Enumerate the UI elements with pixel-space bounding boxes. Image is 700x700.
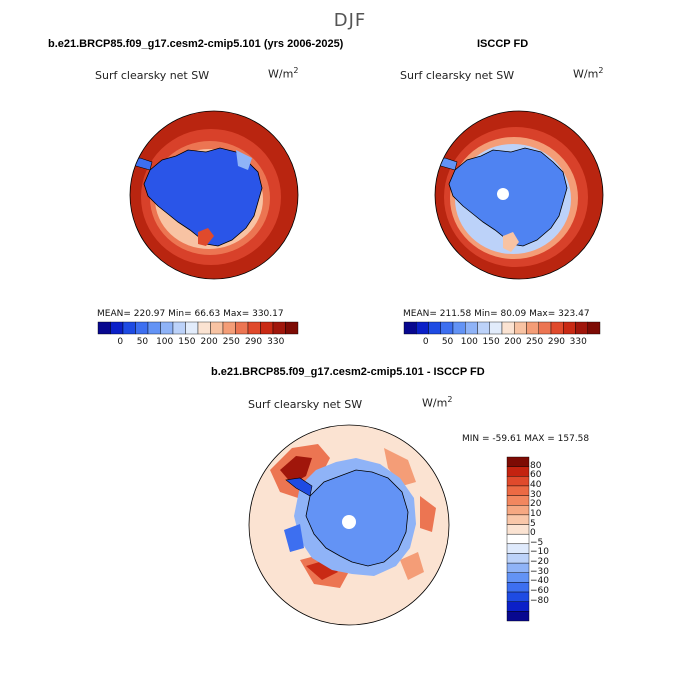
obs-colorbar-tick: 200 xyxy=(504,337,522,347)
obs-panel-title: ISCCP FD xyxy=(477,38,529,50)
diff-colorbar-tick: 80 xyxy=(530,460,542,471)
diff-colorbar-tick: −80 xyxy=(530,595,549,606)
diff-colorbar-box xyxy=(506,572,530,583)
model-colorbar-tick: 0 xyxy=(117,337,124,347)
obs-colorbar-ticks: 0 50 100 150 200 250 290 330 xyxy=(404,337,600,349)
obs-colorbar xyxy=(403,321,601,335)
model-colorbar-tick: 330 xyxy=(267,337,285,347)
diff-colorbar-box xyxy=(506,505,530,516)
diff-colorbar-box xyxy=(506,524,530,535)
obs-colorbar-tick: 290 xyxy=(547,337,566,347)
obs-units-label: W/m2 xyxy=(573,66,604,81)
obs-stats: MEAN= 211.58 Min= 80.09 Max= 323.47 xyxy=(403,309,590,319)
diff-colorbar-tick: 30 xyxy=(530,489,542,500)
obs-variable-label: Surf clearsky net SW xyxy=(400,69,515,82)
diff-continent xyxy=(305,469,409,567)
diff-colorbar-box xyxy=(506,466,530,477)
model-colorbar-ticks: 0 50 100 150 200 250 290 330 xyxy=(98,337,298,349)
diff-colorbar-tick: 60 xyxy=(530,470,542,481)
diff-colorbar-box xyxy=(506,456,530,467)
diff-colorbar-box xyxy=(506,553,530,564)
obs-colorbar-tick: 250 xyxy=(526,337,544,347)
obs-colorbar-tick: 100 xyxy=(460,337,478,347)
diff-colorbar-tick: 5 xyxy=(530,518,536,529)
diff-colorbar-ticks: 80 60 40 30 20 10 5 0 −5 −10 −20 −30 −40 −60 −80 xyxy=(530,457,570,621)
figure-title: DJF xyxy=(333,10,367,31)
diff-warm-se xyxy=(400,552,424,580)
diff-warm-core xyxy=(280,456,312,484)
diff-colorbar-box xyxy=(506,476,530,487)
diff-colorbar-box xyxy=(506,611,530,622)
diff-colorbar-tick: −60 xyxy=(530,586,549,597)
obs-colorbar-tick: 0 xyxy=(422,337,429,347)
diff-colorbar-tick: −30 xyxy=(530,566,549,577)
model-coastal-blue xyxy=(236,150,252,170)
diff-colorbar-box xyxy=(506,591,530,602)
diff-colorbar-tick: 40 xyxy=(530,479,542,490)
model-colorbar-tick: 250 xyxy=(222,337,240,347)
diff-colorbar xyxy=(506,456,530,622)
model-variable-label: Surf clearsky net SW xyxy=(95,69,210,82)
model-continent xyxy=(143,147,263,247)
model-colorbar xyxy=(97,321,299,335)
model-ross-warm xyxy=(198,228,214,246)
diff-cool-patch xyxy=(284,524,304,552)
diff-colorbar-box xyxy=(506,582,530,593)
diff-units-label: W/m2 xyxy=(422,395,453,410)
obs-colorbar-box xyxy=(587,321,601,335)
diff-variable-label: Surf clearsky net SW xyxy=(248,398,363,411)
model-panel-title: b.e21.BRCP85.f09_g17.cesm2-cmip5.101 (yr… xyxy=(48,38,344,50)
diff-peninsula xyxy=(285,477,313,497)
model-colorbar-box xyxy=(285,321,299,335)
model-colorbar-tick: 200 xyxy=(200,337,218,347)
obs-colorbar-tick: 50 xyxy=(441,337,454,347)
diff-colorbar-box xyxy=(506,485,530,496)
diff-warm-ne xyxy=(384,448,416,486)
model-colorbar-tick: 100 xyxy=(156,337,174,347)
diff-colorbar-box xyxy=(506,495,530,506)
model-units-label: W/m2 xyxy=(268,66,299,81)
diff-colorbar-box xyxy=(506,562,530,573)
diff-colorbar-tick: −20 xyxy=(530,557,549,568)
model-colorbar-tick: 290 xyxy=(244,337,263,347)
diff-colorbar-tick: 0 xyxy=(530,528,536,539)
diff-colorbar-box xyxy=(506,601,530,612)
obs-polar-hole xyxy=(497,188,509,200)
model-colorbar-tick: 150 xyxy=(178,337,196,347)
diff-warm-east xyxy=(420,496,436,532)
diff-colorbar-tick: −5 xyxy=(530,537,544,548)
obs-colorbar-tick: 330 xyxy=(569,337,587,347)
diff-panel-title: b.e21.BRCP85.f09_g17.cesm2-cmip5.101 - I… xyxy=(211,366,485,378)
model-colorbar-tick: 50 xyxy=(136,337,149,347)
model-stats: MEAN= 220.97 Min= 66.63 Max= 330.17 xyxy=(97,309,284,319)
diff-stats: MIN = -59.61 MAX = 157.58 xyxy=(462,434,590,444)
diff-colorbar-box xyxy=(506,533,530,545)
diff-colorbar-tick: −10 xyxy=(530,547,549,558)
diff-colorbar-box xyxy=(506,514,530,525)
obs-colorbar-tick: 150 xyxy=(482,337,500,347)
diff-colorbar-tick: 20 xyxy=(530,499,542,510)
diff-polar-hole xyxy=(342,515,356,529)
diff-colorbar-tick: 10 xyxy=(530,508,542,519)
diff-colorbar-tick: −40 xyxy=(530,576,549,587)
diff-colorbar-box xyxy=(506,543,530,554)
obs-ross-warm xyxy=(503,232,519,252)
